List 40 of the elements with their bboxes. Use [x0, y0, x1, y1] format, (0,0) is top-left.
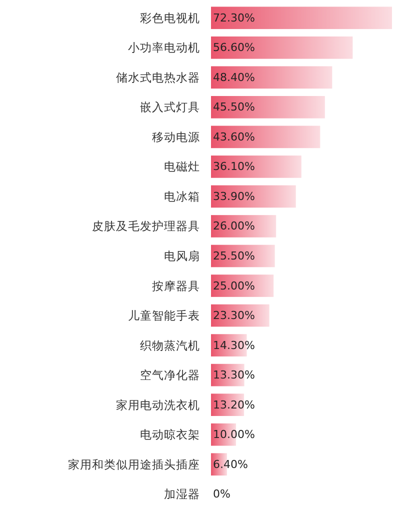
- y-tick-label: 移动电源: [152, 130, 200, 144]
- y-tick-label: 电动晾衣架: [140, 428, 200, 442]
- y-tick-label: 电风扇: [164, 249, 200, 263]
- data-label: 56.60%: [213, 41, 255, 54]
- bar: [211, 185, 296, 208]
- data-label: 72.30%: [213, 11, 255, 24]
- data-label: 43.60%: [213, 130, 255, 144]
- y-tick-label: 家用电动洗衣机: [116, 398, 200, 412]
- data-label: 25.50%: [213, 250, 255, 262]
- bar: [211, 66, 332, 89]
- y-tick-label: 织物蒸汽机: [140, 338, 200, 352]
- data-label: 23.30%: [213, 309, 255, 322]
- y-tick-label: 电磁灶: [164, 160, 200, 174]
- bar: [211, 126, 320, 148]
- data-label: 13.30%: [213, 368, 255, 382]
- y-tick-label: 皮肤及毛发护理器具: [92, 219, 200, 234]
- data-label: 13.20%: [213, 398, 255, 412]
- bar: [211, 96, 325, 118]
- y-tick-label: 加湿器: [164, 487, 200, 502]
- bar: [211, 6, 392, 30]
- y-tick-label: 小功率电动机: [128, 40, 200, 55]
- y-tick-label: 储水式电热水器: [116, 70, 200, 84]
- data-label: 48.40%: [213, 70, 255, 84]
- data-label: 45.50%: [213, 100, 255, 114]
- y-tick-label: 嵌入式灯具: [140, 100, 200, 114]
- y-tick-label: 按摩器具: [152, 278, 200, 293]
- data-label: 0%: [213, 488, 230, 501]
- data-label: 10.00%: [213, 428, 255, 442]
- data-label: 33.90%: [213, 190, 255, 203]
- y-tick-label: 彩色电视机: [140, 10, 200, 25]
- bar: [211, 156, 302, 178]
- y-tick-label: 空气净化器: [140, 368, 200, 382]
- y-tick-label: 家用和类似用途插头插座: [68, 457, 200, 472]
- data-label: 14.30%: [213, 338, 255, 352]
- y-tick-label: 电冰箱: [164, 189, 200, 204]
- bar: [211, 36, 353, 59]
- y-tick-label: 儿童智能手表: [128, 308, 200, 323]
- data-label: 26.00%: [213, 220, 255, 233]
- data-label: 36.10%: [213, 160, 255, 174]
- data-label: 25.00%: [213, 279, 255, 292]
